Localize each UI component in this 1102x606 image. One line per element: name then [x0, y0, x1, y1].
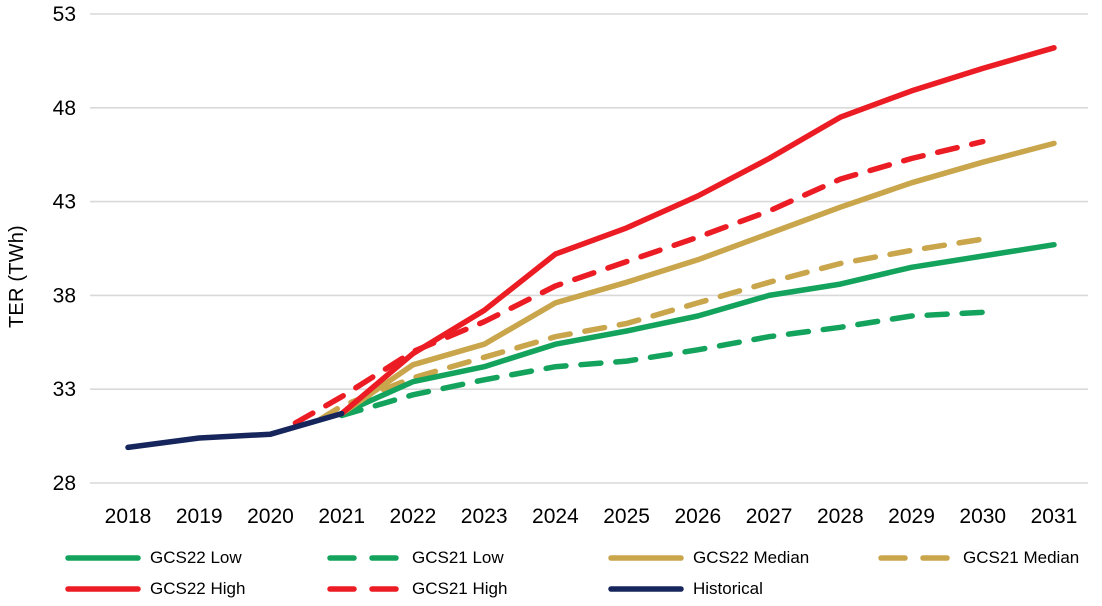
legend-item-gcs22-median: GCS22 Median — [608, 546, 809, 570]
series-line-gcs22-median — [338, 140, 1057, 417]
legend-label-gcs22-median: GCS22 Median — [693, 548, 810, 567]
x-tick-label: 2023 — [461, 505, 508, 528]
legend-label-historical: Historical — [693, 579, 763, 598]
y-tick-label: 48 — [53, 97, 76, 120]
x-tick-label: 2020 — [247, 505, 294, 528]
legend-item-gcs21-high: GCS21 High — [327, 577, 507, 601]
x-tick-label: 2021 — [318, 505, 365, 528]
legend-label-gcs22-high: GCS22 High — [150, 579, 246, 598]
series-line-historical — [125, 410, 345, 451]
x-tick-label: 2025 — [603, 505, 650, 528]
legend-item-gcs22-high: GCS22 High — [65, 577, 245, 601]
y-tick-label: 33 — [53, 378, 76, 401]
legend-item-gcs22-low: GCS22 Low — [65, 546, 242, 570]
series-line-gcs21-median — [317, 236, 986, 422]
x-tick-label: 2024 — [532, 505, 579, 528]
legend-swatch-gcs22-median — [608, 555, 684, 561]
legend-swatch-historical — [608, 586, 684, 592]
x-tick-label: 2019 — [176, 505, 223, 528]
x-tick-label: 2031 — [1031, 505, 1078, 528]
legend-swatch-gcs21-low — [327, 555, 403, 561]
legend-swatch-gcs21-median — [878, 555, 954, 561]
legend-label-gcs21-high: GCS21 High — [412, 579, 508, 598]
legend-item-historical: Historical — [608, 577, 763, 601]
legend-item-gcs21-low: GCS21 Low — [327, 546, 504, 570]
y-tick-label: 53 — [53, 3, 76, 26]
legend-swatch-gcs22-high — [65, 586, 141, 592]
series-line-gcs22-low — [338, 241, 1057, 417]
x-tick-label: 2022 — [390, 505, 437, 528]
legend-label-gcs21-median: GCS21 Median — [963, 548, 1080, 567]
legend-label-gcs22-low: GCS22 Low — [150, 548, 242, 567]
y-tick-label: 28 — [53, 472, 76, 495]
legend-label-gcs21-low: GCS21 Low — [412, 548, 504, 567]
legend-item-gcs21-median: GCS21 Median — [878, 546, 1079, 570]
x-tick-label: 2030 — [959, 505, 1006, 528]
legend-swatch-gcs22-low — [65, 555, 141, 561]
series-line-gcs21-high — [292, 138, 986, 426]
y-tick-label: 38 — [53, 284, 76, 307]
x-tick-label: 2018 — [105, 505, 152, 528]
plot-area: 53 48 43 38 33 28 2018 2019 2020 2021 2022 2023 2024… — [53, 3, 1088, 528]
series-line-gcs21-low — [338, 309, 986, 419]
y-tick-label: 43 — [53, 191, 76, 214]
legend-swatch-gcs21-high — [327, 586, 403, 592]
x-tick-label: 2027 — [746, 505, 793, 528]
x-tick-label: 2026 — [674, 505, 721, 528]
x-tick-label: 2029 — [888, 505, 935, 528]
series-line-gcs22-high — [338, 45, 1057, 417]
x-tick-label: 2028 — [817, 505, 864, 528]
